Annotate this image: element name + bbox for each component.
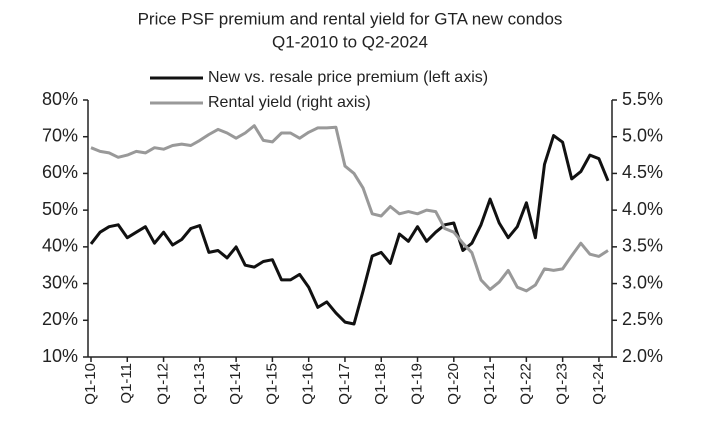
x-tick-label: Q1-20 (445, 363, 462, 405)
x-tick-label: Q1-18 (372, 363, 389, 405)
x-tick-label: Q1-16 (300, 363, 317, 405)
y2-tick-label: 4.0% (622, 199, 663, 219)
chart-subtitle: Q1-2010 to Q2-2024 (272, 32, 428, 51)
y-tick-label: 70% (42, 125, 78, 145)
x-tick-label: Q1-24 (590, 363, 607, 405)
legend-label: New vs. resale price premium (left axis) (208, 69, 488, 86)
x-tick-label: Q1-12 (155, 363, 172, 405)
y-tick-label: 20% (42, 309, 78, 329)
y-tick-label: 10% (42, 346, 78, 366)
x-tick-label: Q1-10 (82, 363, 99, 405)
x-tick-label: Q1-23 (554, 363, 571, 405)
y-tick-label: 40% (42, 236, 78, 256)
y-tick-label: 80% (42, 89, 78, 109)
y-tick-label: 50% (42, 199, 78, 219)
y2-tick-label: 2.0% (622, 346, 663, 366)
x-tick-label: Q1-17 (336, 363, 353, 405)
y2-tick-label: 2.5% (622, 309, 663, 329)
chart-title: Price PSF premium and rental yield for G… (138, 9, 563, 28)
y2-tick-label: 5.0% (622, 125, 663, 145)
series-line (89, 134, 610, 326)
y2-tick-label: 3.5% (622, 236, 663, 256)
x-tick-label: Q1-14 (227, 363, 244, 405)
x-tick-label: Q1-22 (517, 363, 534, 405)
y2-tick-label: 3.0% (622, 272, 663, 292)
x-tick-label: Q1-11 (118, 363, 135, 404)
y-tick-label: 60% (42, 162, 78, 182)
x-tick-label: Q1-13 (191, 363, 208, 405)
series-line (90, 124, 609, 293)
y2-tick-label: 5.5% (622, 89, 663, 109)
legend-label: Rental yield (right axis) (208, 94, 371, 111)
y-tick-label: 30% (42, 272, 78, 292)
y2-tick-label: 4.5% (622, 162, 663, 182)
x-tick-label: Q1-21 (481, 363, 498, 405)
x-tick-label: Q1-15 (263, 363, 280, 405)
x-tick-label: Q1-19 (408, 363, 425, 405)
